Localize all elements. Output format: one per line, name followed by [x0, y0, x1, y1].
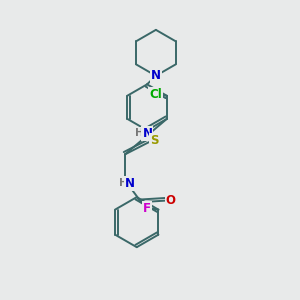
Text: Cl: Cl	[149, 88, 162, 101]
Text: O: O	[166, 194, 176, 207]
Text: H: H	[135, 128, 144, 138]
Text: S: S	[150, 134, 159, 147]
Text: H: H	[119, 178, 128, 188]
Text: N: N	[151, 69, 161, 82]
Text: N: N	[125, 177, 135, 190]
Text: F: F	[143, 202, 151, 215]
Text: N: N	[142, 127, 152, 140]
